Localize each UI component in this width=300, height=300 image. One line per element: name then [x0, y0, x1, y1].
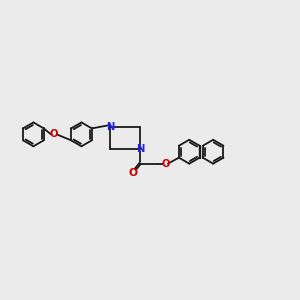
Text: N: N — [136, 144, 144, 154]
Text: N: N — [106, 122, 115, 132]
Text: O: O — [128, 168, 137, 178]
Text: O: O — [161, 159, 170, 169]
Text: O: O — [50, 129, 58, 140]
